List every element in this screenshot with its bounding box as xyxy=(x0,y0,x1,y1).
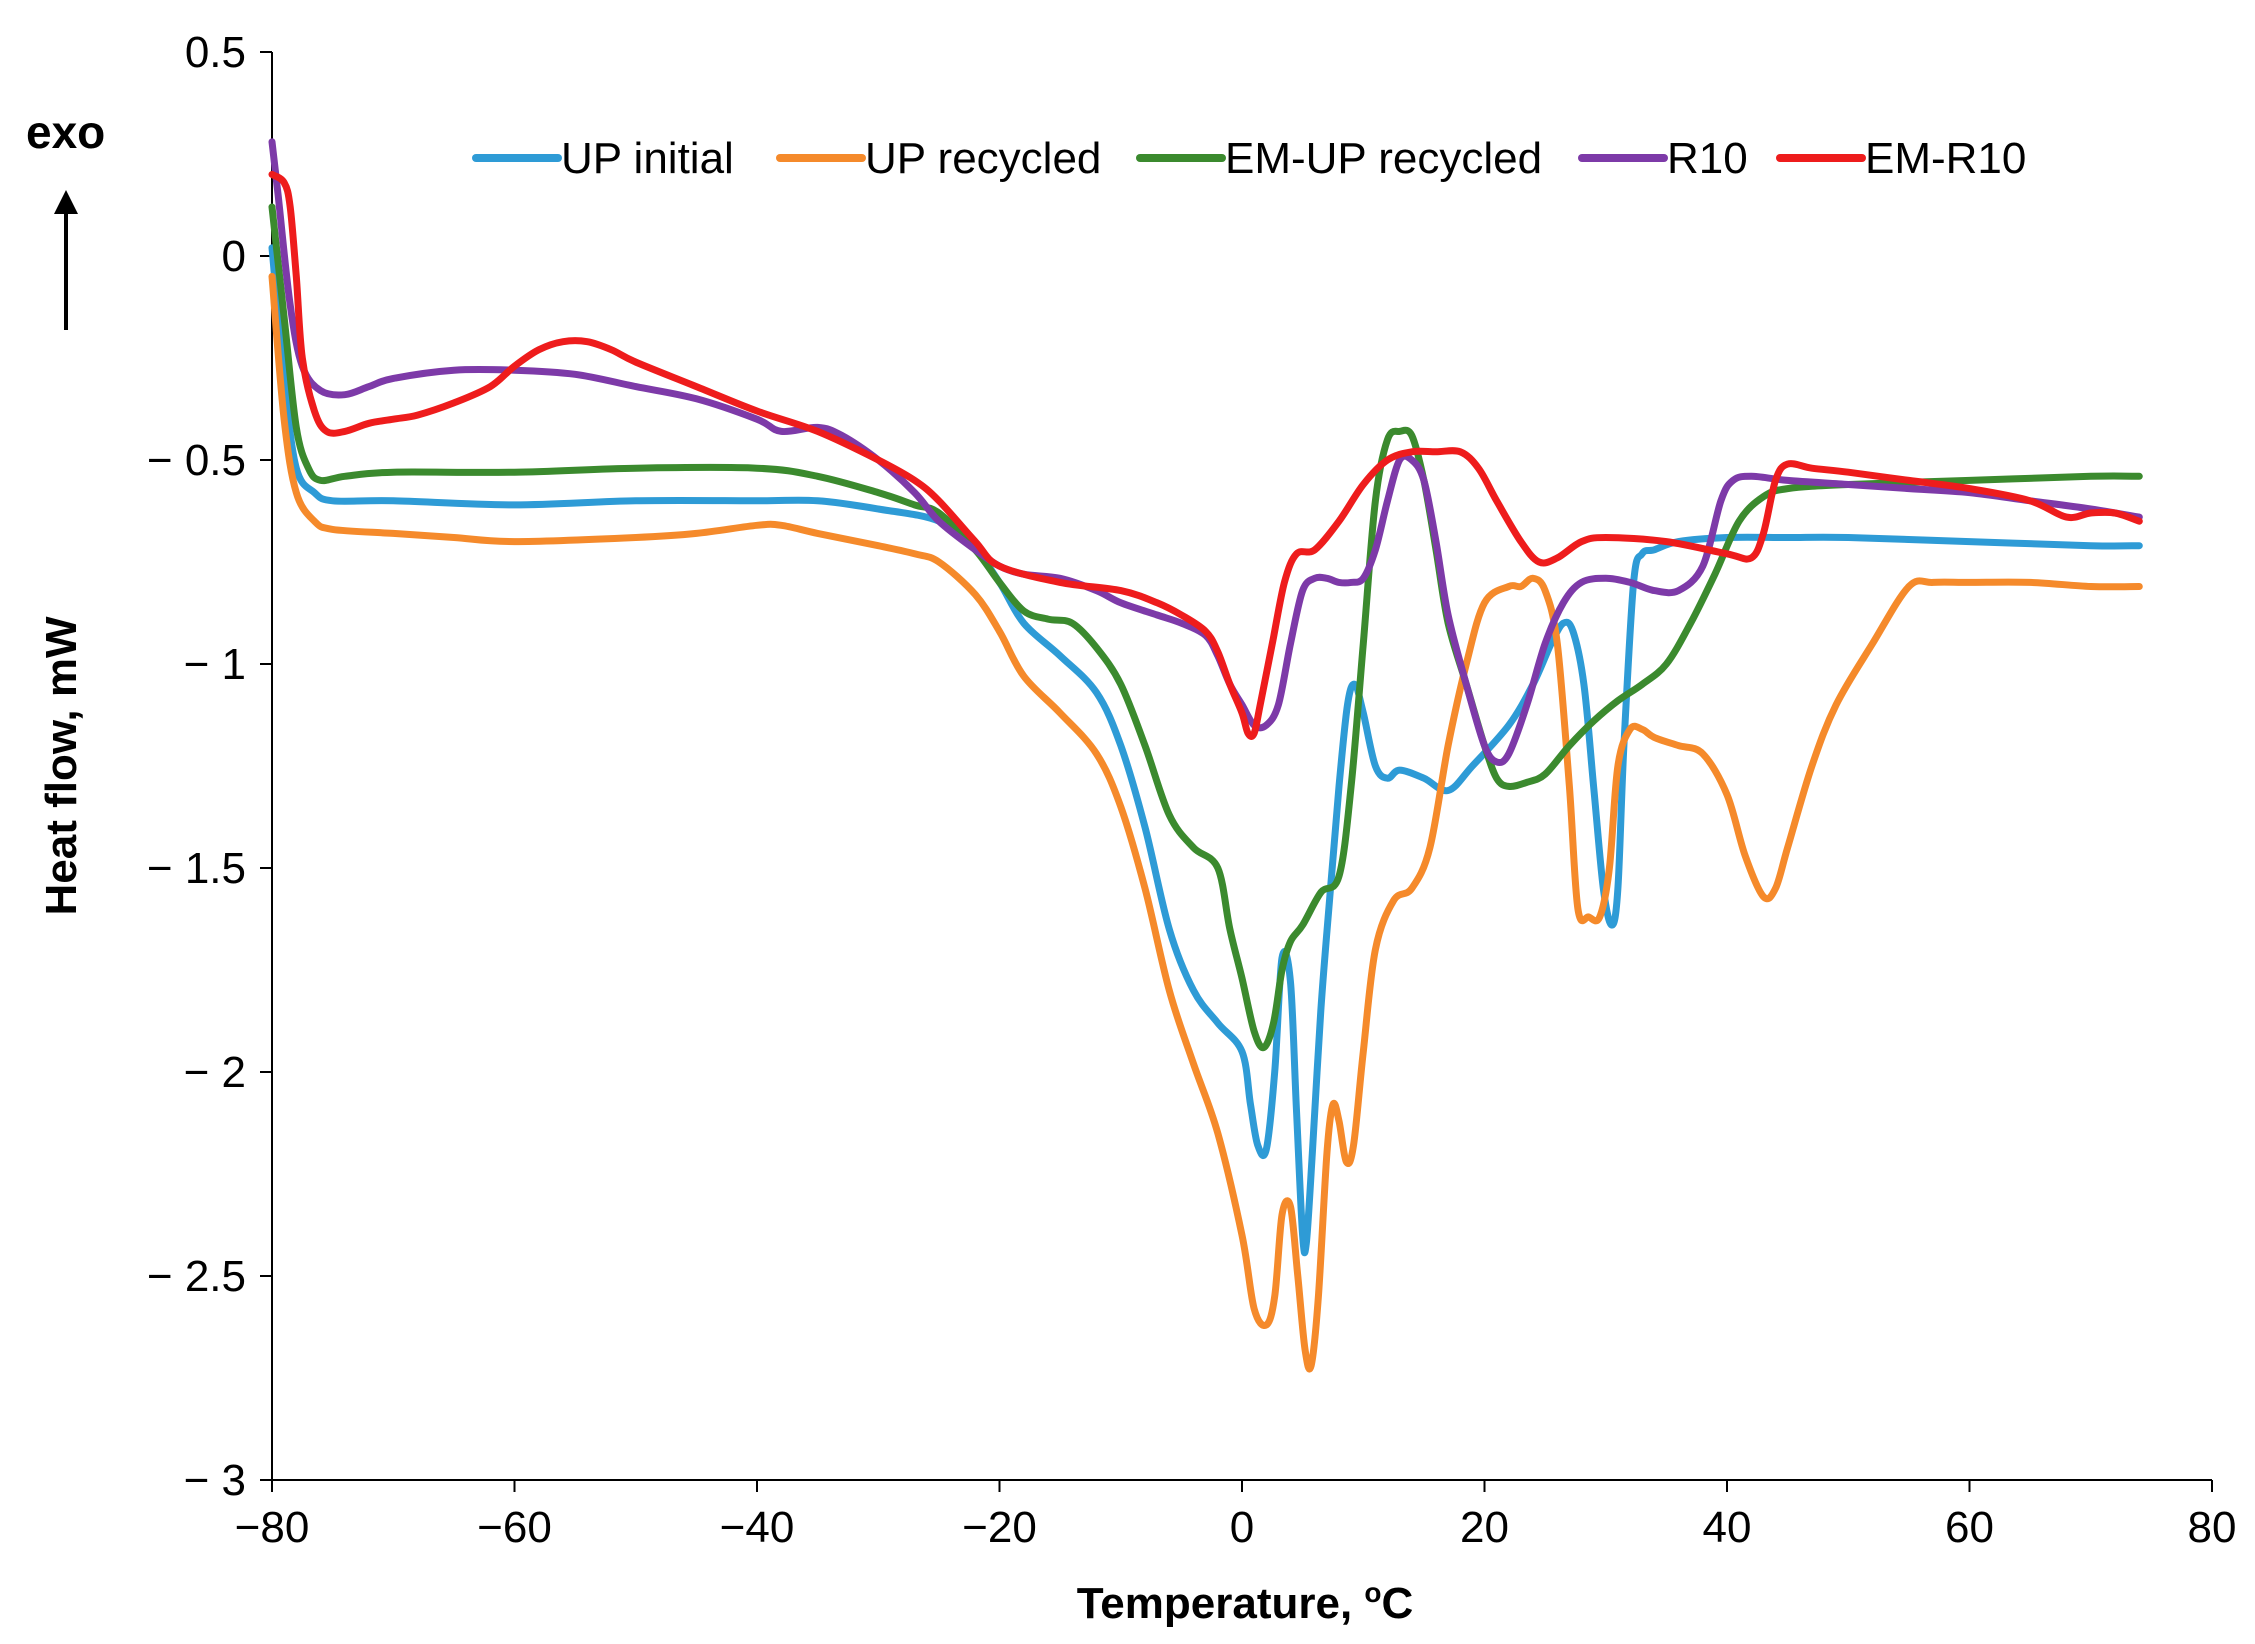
y-ticks: 0.5 0 − 0.5 − 1 − 1.5 − 2 − 2.5 − 3 xyxy=(147,28,272,1505)
axes xyxy=(271,52,2212,1481)
y-tick-label: − 0.5 xyxy=(147,436,246,485)
x-axis-title-text: Temperature, xyxy=(1077,1579,1365,1628)
series-lines xyxy=(268,138,2143,1373)
x-tick-label: −20 xyxy=(962,1503,1037,1552)
y-tick-label: − 3 xyxy=(184,1456,246,1505)
series-line-r10 xyxy=(268,138,2143,767)
exo-arrow-icon xyxy=(54,190,78,330)
legend: UP initial UP recycled EM-UP recycled R10 EM… xyxy=(472,134,2026,183)
x-tick-label: 40 xyxy=(1703,1503,1752,1552)
legend-label-r10: R10 xyxy=(1667,134,1748,183)
x-axis-title: Temperature, oC xyxy=(1077,1577,1414,1628)
legend-label-up-initial: UP initial xyxy=(561,134,734,183)
x-axis-title-unit-sup: o xyxy=(1364,1577,1381,1608)
x-tick-label: 20 xyxy=(1460,1503,1509,1552)
legend-label-up-recycled: UP recycled xyxy=(865,134,1101,183)
x-tick-label: 0 xyxy=(1230,1503,1254,1552)
x-tick-label: −80 xyxy=(235,1503,310,1552)
series-line-em-up-recycled xyxy=(268,203,2143,1052)
y-tick-label: 0.5 xyxy=(185,28,246,77)
series-line-up-initial xyxy=(268,244,2143,1257)
legend-label-em-up-recycled: EM-UP recycled xyxy=(1225,134,1542,183)
x-tick-label: 60 xyxy=(1945,1503,1994,1552)
y-tick-label: − 1 xyxy=(184,640,246,689)
series-line-up-recycled xyxy=(268,272,2143,1373)
x-tick-label: −40 xyxy=(720,1503,795,1552)
y-tick-label: − 1.5 xyxy=(147,844,246,893)
y-tick-label: − 2 xyxy=(184,1048,246,1097)
x-tick-label: −60 xyxy=(477,1503,552,1552)
x-axis-title-unit: C xyxy=(1382,1579,1414,1628)
legend-label-em-r10: EM-R10 xyxy=(1865,134,2026,183)
y-axis-title: Heat flow, mW xyxy=(37,616,86,916)
series-line-em-r10 xyxy=(268,170,2143,740)
exo-label: exo xyxy=(26,106,105,158)
x-tick-label: 80 xyxy=(2188,1503,2237,1552)
x-ticks: −80 −60 −40 −20 0 20 40 60 80 xyxy=(235,1480,2237,1552)
y-tick-label: 0 xyxy=(222,232,246,281)
y-tick-label: − 2.5 xyxy=(147,1252,246,1301)
